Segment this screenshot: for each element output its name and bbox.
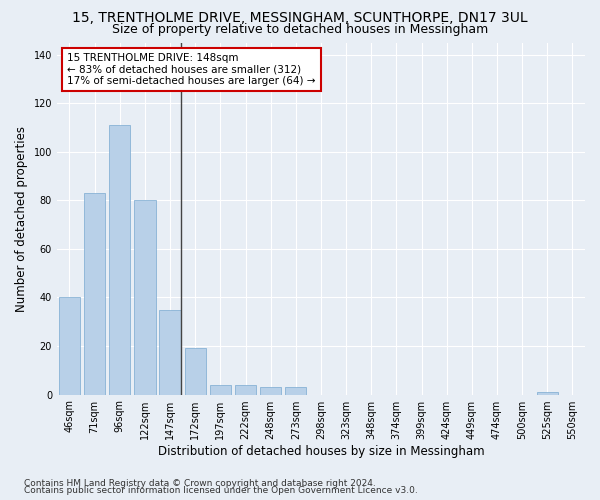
Text: Contains public sector information licensed under the Open Government Licence v3: Contains public sector information licen… [24,486,418,495]
Bar [84,193,106,394]
Bar [209,385,231,394]
Text: 15 TRENTHOLME DRIVE: 148sqm
← 83% of detached houses are smaller (312)
17% of se: 15 TRENTHOLME DRIVE: 148sqm ← 83% of det… [67,53,316,86]
Y-axis label: Number of detached properties: Number of detached properties [15,126,28,312]
Bar [536,392,558,394]
Bar [134,200,155,394]
Bar [285,388,307,394]
Text: 15, TRENTHOLME DRIVE, MESSINGHAM, SCUNTHORPE, DN17 3UL: 15, TRENTHOLME DRIVE, MESSINGHAM, SCUNTH… [72,11,528,25]
Bar [235,385,256,394]
Bar [160,310,181,394]
X-axis label: Distribution of detached houses by size in Messingham: Distribution of detached houses by size … [158,444,484,458]
Bar [109,125,130,394]
Bar [260,388,281,394]
Text: Size of property relative to detached houses in Messingham: Size of property relative to detached ho… [112,22,488,36]
Bar [185,348,206,395]
Bar [59,298,80,394]
Text: Contains HM Land Registry data © Crown copyright and database right 2024.: Contains HM Land Registry data © Crown c… [24,478,376,488]
